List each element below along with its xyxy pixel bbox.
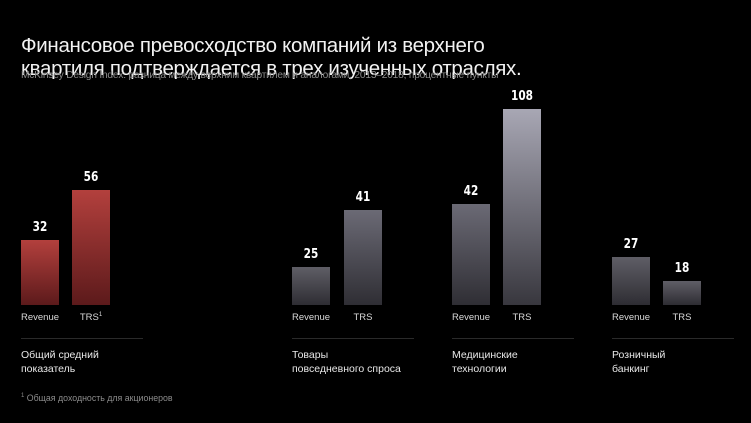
bar-label: Revenue <box>20 312 60 323</box>
group-label: Розничный банкинг <box>612 349 666 375</box>
bar-trs <box>663 281 701 305</box>
footnote-marker: 1 <box>21 393 25 400</box>
bar-revenue <box>612 257 650 305</box>
bar-revenue <box>21 240 59 305</box>
footnote-text: Общая доходность для акционеров <box>26 393 173 403</box>
value-label: 41 <box>355 189 371 205</box>
bar-label: TRS <box>512 312 532 323</box>
divider <box>612 338 734 339</box>
value-label: 56 <box>83 169 99 185</box>
bar-label: TRS <box>353 312 373 323</box>
bar-trs <box>344 210 382 305</box>
bar-trs <box>72 190 110 305</box>
value-label: 18 <box>674 260 690 276</box>
divider <box>292 338 414 339</box>
bar-label: TRS1 <box>66 312 116 323</box>
bar-label-text: TRS <box>79 312 99 324</box>
divider <box>452 338 574 339</box>
value-label: 32 <box>32 219 48 235</box>
value-label: 108 <box>511 88 533 104</box>
group-label: Медицинские технологии <box>452 349 518 375</box>
bar-revenue <box>452 204 490 305</box>
group-label: Общий средний показатель <box>21 349 99 375</box>
bar-trs <box>503 109 541 305</box>
value-label: 27 <box>623 236 639 252</box>
bar-revenue <box>292 267 330 305</box>
bar-label: TRS <box>672 312 692 323</box>
footnote-marker: 1 <box>98 312 103 318</box>
value-label: 25 <box>303 246 319 262</box>
footnote: 1 Общая доходность для акционеров <box>21 393 173 403</box>
divider <box>21 338 143 339</box>
bar-label: Revenue <box>291 312 331 323</box>
group-label: Товары повседневного спроса <box>292 349 401 375</box>
bar-label: Revenue <box>611 312 651 323</box>
bar-label: Revenue <box>451 312 491 323</box>
value-label: 42 <box>463 183 479 199</box>
page-title: Финансовое превосходство компаний из вер… <box>21 33 522 80</box>
chart-subtitle: McKinsey Design Index: разница между вер… <box>21 70 499 81</box>
